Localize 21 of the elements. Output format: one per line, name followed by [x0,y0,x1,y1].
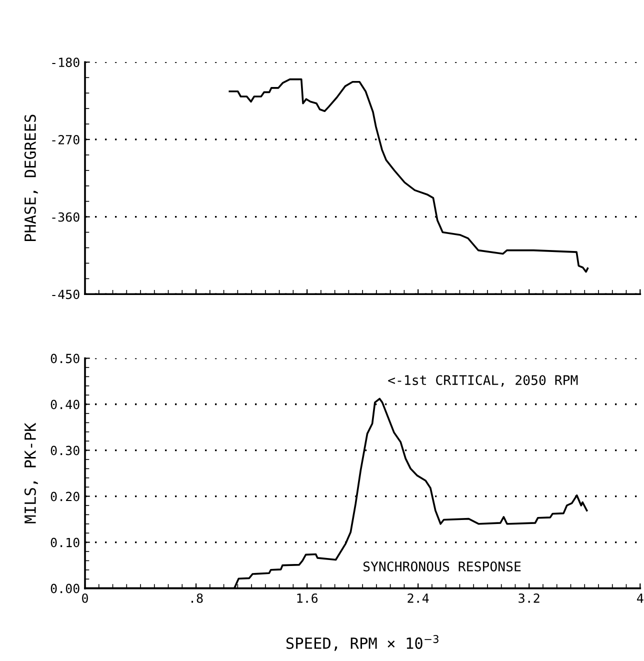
y-tick-label: -180 [52,58,80,68]
y-tick-label: -450 [52,290,80,300]
y-tick-label: 0.30 [50,446,80,456]
annotation: SYNCHRONOUS RESPONSE [363,561,521,572]
x-tick-label: 3.2 [518,593,540,603]
y-tick-label: 0.00 [50,584,80,594]
x-tick-label: 4 [636,594,644,603]
y-tick-label: 0.50 [50,354,80,364]
x-tick-label: 1.6 [297,593,318,603]
y-axis-title: PHASE, DEGREES [24,114,38,242]
y-tick-label: 0.20 [50,492,80,502]
annotation: <-1st CRITICAL, 2050 RPM [388,375,578,387]
y-tick-label: -270 [52,134,80,144]
x-tick-label: 2.4 [408,593,429,603]
y-tick-label: -360 [52,212,80,222]
x-tick-label: 0 [82,593,88,603]
y-tick-label: 0.40 [50,400,80,410]
x-axis-title: SPEED, RPM × 10$^{−3}$ [286,634,438,651]
y-tick-label: 0.10 [50,538,80,548]
x-tick-label: .8 [191,593,203,603]
y-axis-title: MILS, PK-PK [24,422,38,524]
